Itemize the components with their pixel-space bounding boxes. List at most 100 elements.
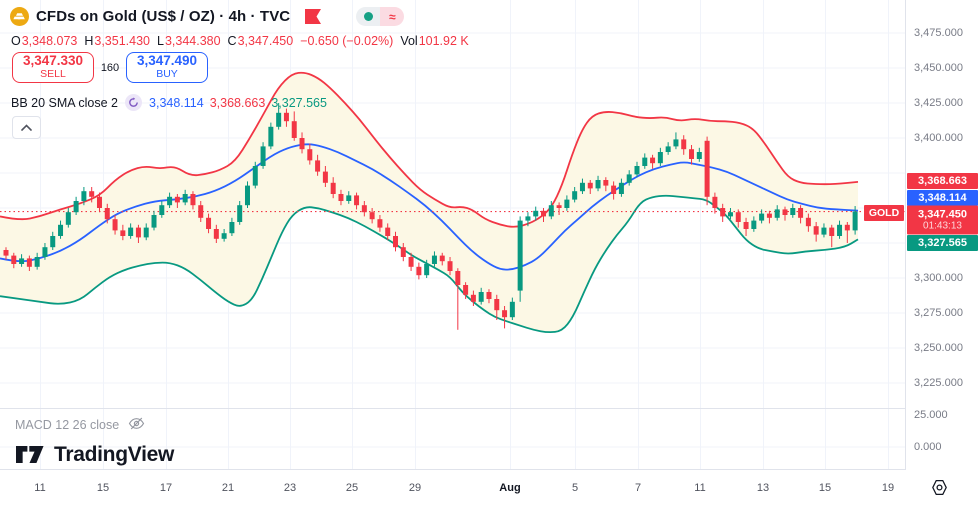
candle-body bbox=[393, 236, 398, 248]
candle-body bbox=[3, 250, 9, 256]
candle-body bbox=[821, 227, 827, 235]
candle-body bbox=[689, 149, 695, 159]
sell-price: 3,347.330 bbox=[22, 53, 84, 69]
buy-button[interactable]: 3,347.490 BUY bbox=[126, 52, 208, 83]
candle-body bbox=[330, 182, 336, 194]
candle-body bbox=[167, 196, 173, 206]
gear-icon[interactable] bbox=[930, 478, 949, 502]
candle-body bbox=[276, 112, 282, 127]
candle-body bbox=[400, 247, 406, 257]
buy-label: BUY bbox=[156, 68, 178, 81]
time-axis-separator bbox=[0, 469, 979, 470]
candle-body bbox=[174, 196, 180, 203]
symbol-title[interactable]: CFDs on Gold (US$ / OZ) · 4h · TVC bbox=[36, 8, 291, 25]
candle-body bbox=[229, 222, 235, 234]
candle-body bbox=[798, 208, 804, 218]
watermark-text: TradingView bbox=[54, 443, 175, 466]
candle-body bbox=[385, 227, 391, 236]
price-badge-value: 3,348.114 bbox=[918, 192, 967, 204]
tradingview-logo-icon bbox=[16, 445, 44, 464]
ohlc-legend[interactable]: O 3,348.073 H 3,351.430 L 3,344.380 C 3,347.… bbox=[11, 34, 469, 48]
candle-body bbox=[735, 212, 741, 222]
eye-hidden-icon[interactable] bbox=[128, 417, 145, 433]
price-axis-label: 3,300.000 bbox=[914, 272, 963, 284]
candle-body bbox=[89, 191, 95, 197]
market-status-toggle[interactable]: ≈ bbox=[356, 7, 405, 26]
candle-body bbox=[81, 191, 87, 201]
macd-legend[interactable]: MACD 12 26 close bbox=[15, 417, 145, 433]
high-value: 3,351.430 bbox=[94, 34, 150, 48]
price-axis-label: 3,225.000 bbox=[914, 377, 963, 389]
price-badge-value: 3,327.565 bbox=[918, 237, 967, 249]
price-axis-separator bbox=[905, 0, 906, 470]
candle-body bbox=[50, 236, 56, 248]
sell-label: SELL bbox=[40, 68, 66, 81]
price-badge: 3,347.450 01:43:13 bbox=[907, 205, 978, 235]
candle-body bbox=[268, 126, 274, 147]
candle-body bbox=[774, 209, 780, 218]
market-open-indicator[interactable] bbox=[356, 7, 381, 26]
candle-body bbox=[221, 233, 227, 239]
volume-label: Vol bbox=[400, 34, 418, 48]
candle-body bbox=[634, 166, 640, 175]
time-axis-label: 29 bbox=[408, 482, 422, 494]
candle-body bbox=[642, 157, 648, 166]
candle-body bbox=[338, 194, 344, 201]
time-axis-label: 21 bbox=[221, 482, 235, 494]
collapse-legend-button[interactable] bbox=[12, 116, 41, 139]
sell-button[interactable]: 3,347.330 SELL bbox=[12, 52, 94, 83]
chevron-up-icon bbox=[21, 124, 32, 131]
candle-body bbox=[486, 292, 492, 299]
symbol-header: CFDs on Gold (US$ / OZ) · 4h · TVC ≈ bbox=[10, 7, 405, 26]
close-label: C bbox=[227, 34, 237, 48]
bollinger-values: 3,348.114 3,368.663 3,327.565 bbox=[149, 96, 327, 110]
candle-body bbox=[665, 146, 671, 152]
approx-icon: ≈ bbox=[388, 9, 396, 24]
candle-body bbox=[525, 216, 531, 221]
candle-body bbox=[494, 299, 500, 311]
candle-body bbox=[829, 227, 835, 236]
candle-body bbox=[112, 219, 118, 231]
candle-body bbox=[299, 138, 305, 150]
flag-icon[interactable] bbox=[305, 9, 322, 24]
candle-body bbox=[502, 310, 508, 318]
price-badge-value: 3,368.663 bbox=[918, 175, 967, 187]
candle-body bbox=[416, 266, 422, 276]
candle-body bbox=[696, 152, 702, 159]
refresh-icon[interactable] bbox=[125, 94, 143, 111]
time-axis-label: 15 bbox=[96, 482, 110, 494]
pane-separator[interactable] bbox=[0, 408, 979, 409]
candle-body bbox=[603, 180, 609, 186]
candle-body bbox=[104, 208, 110, 220]
price-axis[interactable]: 3,475.000 3,450.000 3,425.000 3,400.000 3,30… bbox=[906, 0, 979, 470]
time-axis-label: 5 bbox=[571, 482, 579, 494]
candle-body bbox=[509, 301, 515, 318]
candle-body bbox=[190, 194, 196, 206]
bb-upper-value: 3,368.663 bbox=[209, 95, 266, 110]
time-axis[interactable]: 11 15 17 21 23 25 29 Aug 5 7 11 13 15 19 bbox=[0, 470, 979, 511]
candle-body bbox=[283, 112, 289, 122]
tradingview-watermark: TradingView bbox=[16, 443, 174, 467]
bollinger-legend[interactable]: BB 20 SMA close 2 3,348.114 3,368.663 3,… bbox=[11, 94, 327, 111]
candle-body bbox=[455, 271, 461, 285]
delayed-data-indicator[interactable]: ≈ bbox=[380, 7, 405, 26]
time-axis-label: 13 bbox=[756, 482, 770, 494]
candle-body bbox=[533, 210, 539, 217]
candle-body bbox=[315, 160, 321, 172]
candle-body bbox=[291, 121, 297, 138]
macd-name: MACD 12 26 close bbox=[15, 418, 120, 432]
open-label: O bbox=[11, 34, 21, 48]
candlestick-chart[interactable] bbox=[0, 0, 906, 470]
candle-body bbox=[673, 139, 679, 147]
open-value: 3,348.073 bbox=[21, 34, 78, 48]
candle-body bbox=[805, 217, 811, 227]
price-badge: 3,327.565 bbox=[907, 235, 978, 251]
candle-body bbox=[182, 194, 188, 203]
candle-body bbox=[782, 209, 788, 215]
candle-body bbox=[206, 217, 212, 229]
bollinger-band-fill bbox=[0, 72, 858, 333]
candle-body bbox=[595, 180, 601, 189]
time-axis-label: 7 bbox=[634, 482, 642, 494]
candle-body bbox=[213, 229, 219, 239]
